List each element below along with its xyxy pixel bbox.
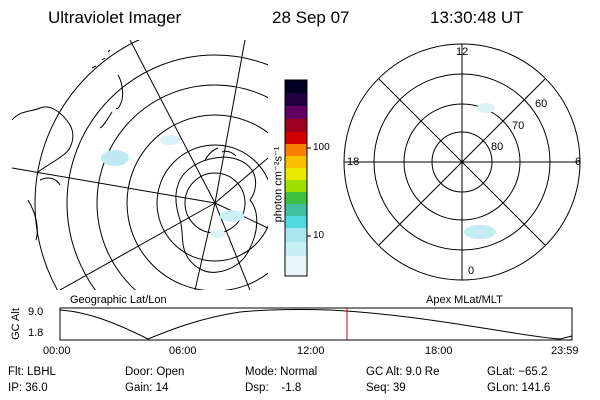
aurora-patch bbox=[220, 210, 244, 222]
timeline-xtick: 06:00 bbox=[169, 345, 197, 357]
geo-lat-circle bbox=[156, 144, 268, 262]
colorbar-seg bbox=[285, 192, 307, 204]
colorbar-seg bbox=[285, 180, 307, 192]
colorbar-seg bbox=[285, 256, 307, 276]
geographic-caption: Geographic Lat/Lon bbox=[70, 294, 167, 306]
geo-meridian bbox=[214, 40, 246, 204]
status-dsp: Dsp: -1.8 bbox=[245, 382, 302, 394]
colorbar-seg bbox=[285, 168, 307, 180]
colorbar-seg bbox=[285, 144, 307, 156]
mlt-label-18: 18 bbox=[347, 156, 360, 168]
geo-lat-circle bbox=[34, 40, 140, 290]
status-door: Door: Open bbox=[125, 366, 185, 378]
mlt-label-0: 0 bbox=[468, 265, 475, 277]
colorbar-seg bbox=[285, 93, 307, 106]
colorbar-seg bbox=[285, 80, 307, 93]
colorbar bbox=[284, 79, 311, 277]
status-gain: Gain: 14 bbox=[125, 382, 169, 394]
apex-polar-plot bbox=[343, 43, 581, 281]
colorbar-seg bbox=[285, 216, 307, 228]
geo-lat-circle bbox=[96, 84, 268, 290]
colorbar-seg bbox=[285, 156, 307, 168]
altitude-timeline bbox=[59, 307, 573, 341]
aurora-patch bbox=[160, 135, 180, 145]
colorbar-seg bbox=[285, 204, 307, 216]
geo-lat-circle bbox=[66, 54, 268, 290]
australia-coast bbox=[12, 106, 74, 241]
aurora-patch bbox=[477, 103, 495, 113]
aurora-patch bbox=[101, 150, 129, 166]
colorbar-seg bbox=[285, 228, 307, 242]
mlat-label-60: 60 bbox=[535, 98, 548, 110]
colorbar-seg bbox=[285, 119, 307, 132]
mlat-label-70: 70 bbox=[512, 120, 525, 132]
aurora-patch bbox=[210, 230, 226, 238]
timeline-xtick: 18:00 bbox=[425, 345, 453, 357]
geo-meridian bbox=[194, 202, 216, 290]
timeline-xtick: 23:59 bbox=[551, 345, 579, 357]
status-glat: GLat: −65.2 bbox=[487, 366, 548, 378]
new-zealand-coast bbox=[99, 74, 124, 129]
aurora-patch bbox=[464, 225, 496, 239]
colorbar-seg bbox=[285, 242, 307, 256]
colorbar-seg bbox=[285, 106, 307, 119]
peninsula-coast bbox=[204, 147, 237, 161]
time-label: 13:30:48 UT bbox=[430, 8, 524, 27]
geo-meridian bbox=[59, 202, 216, 290]
timeline-y-title: GC Alt bbox=[10, 308, 22, 340]
timeline-xtick: 00:00 bbox=[43, 345, 71, 357]
status-mode: Mode: Normal bbox=[245, 366, 318, 378]
timeline-ytick-9: 9.0 bbox=[28, 306, 44, 318]
altitude-curve bbox=[59, 308, 573, 340]
mlt-label-12: 12 bbox=[456, 46, 469, 58]
mlt-label-6: 6 bbox=[575, 156, 582, 168]
timeline-ytick-1.8: 1.8 bbox=[28, 327, 44, 339]
geo-meridian bbox=[12, 167, 216, 204]
instrument-title: Ultraviolet Imager bbox=[48, 8, 182, 27]
geo-lat-circle bbox=[126, 114, 268, 290]
status-ip: IP: 36.0 bbox=[8, 382, 48, 394]
date-label: 28 Sep 07 bbox=[272, 8, 350, 27]
colorbar-tick-100: 100 bbox=[313, 142, 330, 153]
geo-meridian bbox=[129, 40, 216, 204]
antarctica-coast bbox=[175, 156, 258, 273]
colorbar-seg bbox=[285, 132, 307, 144]
status-seq: Seq: 39 bbox=[366, 382, 406, 394]
timeline-xtick: 12:00 bbox=[297, 345, 325, 357]
status-flt: Flt: LBHL bbox=[8, 366, 56, 378]
mlt-diag bbox=[378, 78, 546, 246]
status-glon: GLon: 141.6 bbox=[487, 382, 551, 394]
status-gcalt: GC Alt: 9.0 Re bbox=[366, 366, 440, 378]
mlat-label-80: 80 bbox=[491, 141, 504, 153]
apex-caption: Apex MLat/MLT bbox=[426, 294, 503, 306]
island-coast bbox=[91, 49, 111, 69]
geo-meridian bbox=[214, 157, 268, 204]
colorbar-tick-10: 10 bbox=[313, 230, 325, 241]
colorbar-unit-label: photon cm⁻²s⁻¹ bbox=[272, 146, 285, 223]
